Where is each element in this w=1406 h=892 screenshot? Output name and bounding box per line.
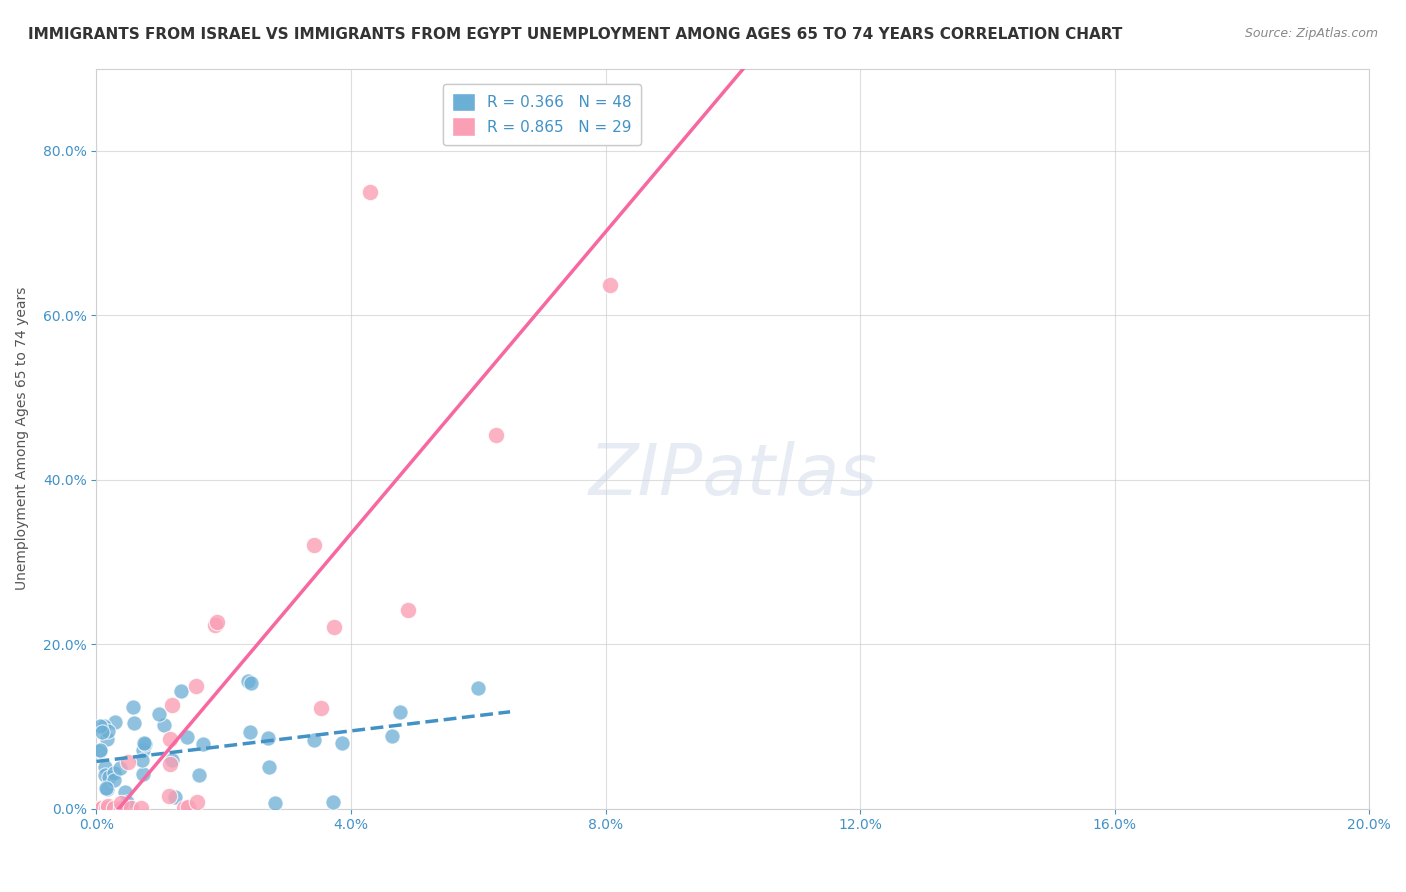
Immigrants from Israel [97, 770, 120, 784]
Immigrants from Israel [131, 753, 153, 767]
Immigrants from Israel [302, 733, 325, 747]
Immigrants from Israel [152, 718, 174, 732]
Immigrants from Israel [122, 699, 145, 714]
Immigrants from Egypt [204, 618, 226, 632]
Immigrants from Egypt [110, 796, 132, 810]
Immigrants from Egypt [157, 789, 180, 803]
Immigrants from Israel [94, 760, 117, 774]
Immigrants from Egypt [129, 801, 152, 815]
Immigrants from Israel [132, 743, 155, 757]
Immigrants from Israel [103, 772, 125, 787]
Immigrants from Israel [132, 767, 155, 781]
Immigrants from Egypt [110, 801, 132, 815]
Immigrants from Israel [97, 724, 120, 739]
Immigrants from Israel [388, 705, 411, 719]
Text: ZIPatlas: ZIPatlas [588, 442, 877, 510]
Immigrants from Israel [104, 801, 127, 815]
Immigrants from Egypt [90, 801, 112, 815]
Text: IMMIGRANTS FROM ISRAEL VS IMMIGRANTS FROM EGYPT UNEMPLOYMENT AMONG AGES 65 TO 74: IMMIGRANTS FROM ISRAEL VS IMMIGRANTS FRO… [28, 27, 1122, 42]
Immigrants from Israel [132, 736, 155, 750]
Immigrants from Israel [94, 767, 117, 781]
Immigrants from Egypt [89, 801, 111, 815]
Immigrants from Egypt [103, 801, 125, 815]
Immigrants from Israel [239, 675, 262, 690]
Immigrants from Israel [176, 730, 198, 744]
Immigrants from Egypt [309, 701, 332, 715]
Immigrants from Israel [169, 683, 191, 698]
Text: Source: ZipAtlas.com: Source: ZipAtlas.com [1244, 27, 1378, 40]
Immigrants from Israel [124, 715, 146, 730]
Immigrants from Israel [93, 719, 115, 733]
Immigrants from Israel [160, 754, 183, 768]
Immigrants from Israel [467, 681, 489, 696]
Immigrants from Israel [89, 801, 111, 815]
Immigrants from Egypt [207, 615, 229, 629]
Legend: R = 0.366   N = 48, R = 0.865   N = 29: R = 0.366 N = 48, R = 0.865 N = 29 [443, 84, 641, 145]
Immigrants from Egypt [599, 278, 621, 293]
Immigrants from Egypt [162, 698, 184, 712]
Immigrants from Israel [163, 790, 186, 805]
Immigrants from Israel [134, 737, 156, 751]
Immigrants from Israel [330, 737, 353, 751]
Immigrants from Egypt [569, 128, 592, 142]
Immigrants from Israel [108, 761, 131, 775]
Immigrants from Israel [239, 724, 262, 739]
Immigrants from Israel [104, 714, 127, 729]
Immigrants from Israel [236, 673, 259, 688]
Y-axis label: Unemployment Among Ages 65 to 74 years: Unemployment Among Ages 65 to 74 years [15, 287, 30, 591]
Immigrants from Egypt [322, 620, 344, 634]
Immigrants from Israel [94, 780, 117, 795]
Immigrants from Israel [89, 743, 111, 757]
Immigrants from Israel [257, 731, 280, 745]
Immigrants from Egypt [177, 800, 200, 814]
Immigrants from Israel [263, 796, 285, 810]
Immigrants from Israel [381, 729, 404, 743]
Immigrants from Israel [89, 744, 111, 758]
Immigrants from Israel [257, 760, 280, 774]
Immigrants from Egypt [159, 757, 181, 772]
Immigrants from Egypt [120, 801, 142, 815]
Immigrants from Israel [191, 737, 214, 751]
Immigrants from Israel [187, 768, 209, 782]
Immigrants from Israel [103, 766, 125, 780]
Immigrants from Egypt [94, 801, 117, 815]
Immigrants from Egypt [304, 538, 326, 552]
Immigrants from Israel [114, 785, 136, 799]
Immigrants from Egypt [97, 801, 120, 815]
Immigrants from Israel [322, 795, 344, 809]
Immigrants from Egypt [396, 603, 419, 617]
Immigrants from Israel [148, 706, 170, 721]
Immigrants from Egypt [97, 798, 120, 813]
Immigrants from Israel [90, 725, 112, 739]
Immigrants from Egypt [173, 801, 195, 815]
Immigrants from Israel [117, 795, 139, 809]
Immigrants from Egypt [186, 795, 208, 809]
Immigrants from Israel [96, 781, 118, 796]
Immigrants from Egypt [485, 427, 508, 442]
Immigrants from Egypt [159, 731, 181, 746]
Immigrants from Egypt [359, 185, 381, 199]
Immigrants from Israel [96, 732, 118, 747]
Immigrants from Egypt [184, 679, 207, 693]
Immigrants from Israel [110, 801, 132, 815]
Immigrants from Israel [89, 718, 111, 732]
Immigrants from Egypt [117, 755, 139, 769]
